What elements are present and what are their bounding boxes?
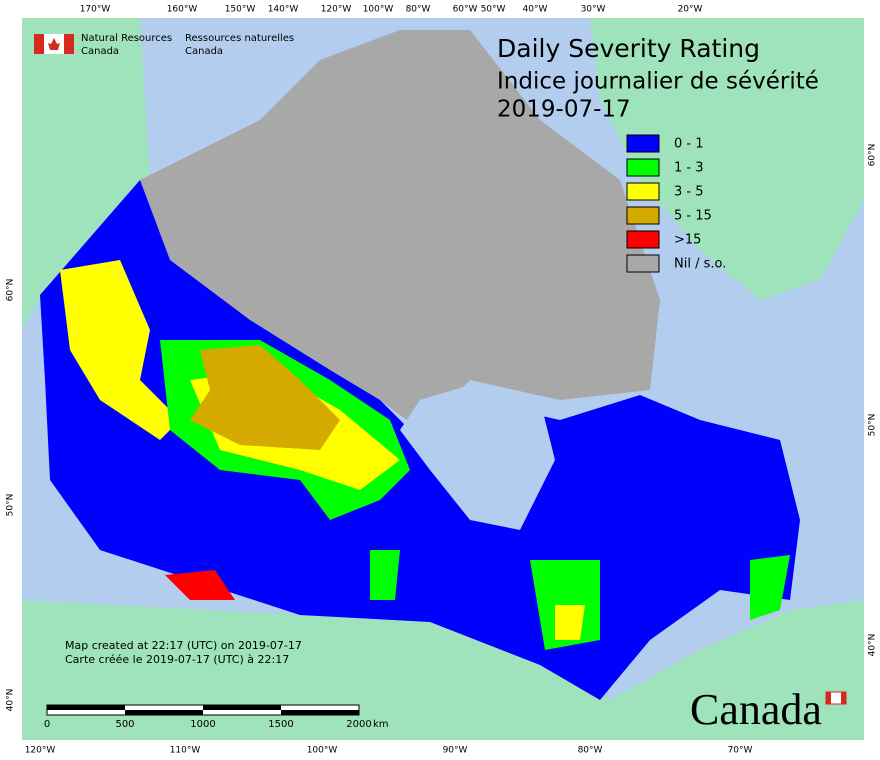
patch bbox=[60, 260, 180, 440]
title: Indice journalier de sévérité bbox=[497, 69, 819, 95]
legend-label: 1 - 3 bbox=[674, 161, 704, 176]
legend-swatch bbox=[626, 254, 660, 273]
bottom-label: 90°W bbox=[443, 746, 468, 756]
patch bbox=[190, 345, 340, 450]
left-label: 40°N bbox=[6, 689, 16, 712]
bottom-label: 70°W bbox=[728, 746, 753, 756]
scale-unit: km bbox=[373, 719, 389, 730]
greenland bbox=[590, 18, 864, 300]
arctic bbox=[140, 30, 660, 430]
legend-swatch bbox=[626, 230, 660, 249]
top-label: 100°W bbox=[363, 5, 394, 15]
top-label: 20°W bbox=[678, 5, 703, 15]
left-label: 50°N bbox=[6, 494, 16, 517]
patch bbox=[165, 570, 235, 600]
top-label: 40°W bbox=[523, 5, 548, 15]
legend-label: Nil / s.o. bbox=[674, 257, 726, 272]
credit: Carte créée le 2019-07-17 (UTC) à 22:17 bbox=[65, 653, 289, 666]
wordmark-flag bbox=[841, 692, 846, 704]
right-label: 50°N bbox=[868, 414, 878, 437]
flag bbox=[48, 38, 60, 50]
legend-label: 3 - 5 bbox=[674, 185, 704, 200]
legend-label: >15 bbox=[674, 233, 701, 248]
bottom-label: 100°W bbox=[307, 746, 338, 756]
scale-segment bbox=[47, 705, 125, 710]
legend-swatch bbox=[626, 158, 660, 177]
top-label: 120°W bbox=[321, 5, 352, 15]
top-label: 160°W bbox=[167, 5, 198, 15]
wordmark: Canada bbox=[690, 685, 822, 734]
right-label: 40°N bbox=[868, 634, 878, 657]
bottom-label: 120°W bbox=[25, 746, 56, 756]
scale-label: 0 bbox=[44, 719, 50, 730]
bottom-label: 80°W bbox=[578, 746, 603, 756]
top-label: 80°W bbox=[406, 5, 431, 15]
right-label: 60°N bbox=[868, 144, 878, 167]
top-label: 170°W bbox=[80, 5, 111, 15]
title: 2019-07-17 bbox=[497, 97, 631, 123]
patch bbox=[555, 605, 585, 640]
left-label: 60°N bbox=[6, 279, 16, 302]
scale-label: 1000 bbox=[190, 719, 215, 730]
top-label: 30°W bbox=[581, 5, 606, 15]
patch bbox=[370, 550, 400, 600]
scale-segment bbox=[125, 710, 203, 715]
patch bbox=[750, 555, 790, 620]
agency-en: Canada bbox=[81, 46, 119, 57]
wordmark-flag bbox=[826, 692, 831, 704]
title: Daily Severity Rating bbox=[497, 34, 760, 63]
scale-label: 1500 bbox=[268, 719, 293, 730]
scale-segment bbox=[281, 710, 359, 715]
agency-en: Natural Resources bbox=[81, 33, 172, 44]
agency-fr: Ressources naturelles bbox=[185, 33, 294, 44]
hudson-bay bbox=[400, 385, 555, 530]
scale-segment bbox=[203, 705, 281, 710]
flag bbox=[34, 34, 44, 54]
flag bbox=[64, 34, 74, 54]
top-label: 50°W bbox=[481, 5, 506, 15]
legend-label: 5 - 15 bbox=[674, 209, 712, 224]
legend-swatch bbox=[626, 182, 660, 201]
top-label: 150°W bbox=[225, 5, 256, 15]
bottom-label: 110°W bbox=[170, 746, 201, 756]
agency-fr: Canada bbox=[185, 46, 223, 57]
legend-swatch bbox=[626, 206, 660, 225]
scale-label: 500 bbox=[115, 719, 134, 730]
top-label: 60°W bbox=[453, 5, 478, 15]
legend-swatch bbox=[626, 134, 660, 153]
top-label: 140°W bbox=[268, 5, 299, 15]
alaska bbox=[22, 18, 150, 330]
legend-label: 0 - 1 bbox=[674, 137, 704, 152]
credit: Map created at 22:17 (UTC) on 2019-07-17 bbox=[65, 639, 302, 652]
scale-label: 2000 bbox=[346, 719, 371, 730]
